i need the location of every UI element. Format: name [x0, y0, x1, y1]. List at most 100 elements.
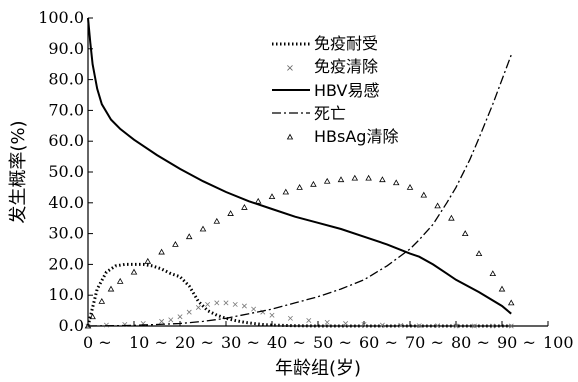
data-point — [205, 301, 211, 307]
data-point — [232, 301, 238, 307]
data-point — [296, 183, 303, 190]
legend: 免疫耐受 × 免疫清除 HBV易感 死亡 HBsAg清除 — [272, 34, 398, 146]
data-point — [471, 323, 477, 329]
x-tick-label: 40 ~ — [267, 333, 306, 352]
data-point — [172, 240, 179, 247]
data-point — [214, 300, 220, 306]
data-point — [223, 300, 229, 306]
series-line — [87, 17, 512, 315]
y-tick-label: 30.0 — [48, 224, 84, 243]
legend-label-hbsag-clearance: HBsAg清除 — [314, 127, 398, 146]
x-tick-label: 80 ~ — [451, 333, 490, 352]
x-tick-label: 100 ~ — [543, 333, 578, 352]
data-point — [268, 193, 276, 200]
data-point — [392, 179, 400, 186]
data-point — [103, 322, 109, 328]
data-point — [241, 303, 247, 309]
x-tick-label: 60 ~ — [359, 333, 398, 352]
data-point — [379, 322, 385, 328]
data-point — [337, 176, 345, 183]
legend-label-immune-tolerance: 免疫耐受 — [314, 34, 378, 53]
data-point — [227, 210, 234, 216]
legend-swatch-hbsag-clearance — [286, 133, 294, 140]
x-ticks: 0 ~ 10 ~ 20 ~ 30 ~ 40 ~ 50 ~ 60 ~ 70 ~ 80 ~ 90 ~ 1… — [83, 321, 578, 352]
data-point — [251, 306, 257, 312]
x-tick-label: 10 ~ — [129, 333, 168, 352]
data-point — [498, 285, 506, 292]
y-axis-title: 发生概率(%) — [8, 120, 29, 223]
y-tick-label: 60.0 — [48, 131, 84, 150]
data-point — [213, 217, 221, 224]
series-immune-tolerance — [86, 262, 512, 328]
y-tick-label: 10.0 — [48, 285, 84, 304]
data-point — [490, 323, 496, 329]
y-tick-label: 80.0 — [48, 70, 84, 89]
data-point — [168, 317, 174, 323]
data-point — [343, 321, 349, 327]
x-axis-title: 年龄组(岁) — [275, 358, 361, 379]
svg-text:×: × — [286, 63, 294, 74]
data-point — [324, 319, 330, 325]
x-tick-label: 70 ~ — [405, 333, 444, 352]
legend-label-hbv-susceptible: HBV易感 — [314, 81, 379, 100]
data-point — [130, 268, 138, 275]
x-tick-label: 30 ~ — [221, 333, 260, 352]
data-point — [507, 299, 515, 306]
x-tick-label: 50 ~ — [313, 333, 352, 352]
data-point — [177, 314, 183, 320]
data-point — [461, 230, 469, 236]
data-point — [406, 183, 414, 190]
data-point — [420, 191, 428, 198]
series-hbv-susceptible — [87, 17, 512, 315]
x-tick-label: 90 ~ — [497, 333, 536, 352]
series-immune-clearance — [85, 300, 514, 329]
series-layer — [84, 17, 515, 329]
data-point — [116, 277, 124, 284]
series-death — [87, 54, 512, 327]
data-point — [199, 225, 207, 232]
data-point — [98, 297, 106, 304]
data-point — [489, 270, 497, 277]
x-tick-label: 20 ~ — [175, 333, 214, 352]
y-tick-label: 20.0 — [48, 254, 84, 273]
y-tick-label: 90.0 — [48, 39, 84, 58]
data-point — [508, 323, 514, 329]
data-point — [107, 285, 115, 292]
data-point — [398, 322, 404, 328]
data-point — [186, 309, 192, 315]
data-point — [365, 174, 372, 181]
data-point — [269, 312, 275, 318]
y-tick-label: 100.0 — [38, 8, 84, 27]
data-point — [310, 180, 317, 187]
data-point — [475, 250, 483, 257]
data-point — [185, 233, 193, 240]
data-point — [434, 202, 441, 209]
data-point — [306, 317, 312, 323]
data-point — [241, 204, 248, 210]
series-line — [86, 262, 512, 328]
data-point — [379, 176, 386, 183]
data-point — [89, 313, 96, 320]
data-point — [361, 321, 367, 327]
data-point — [254, 197, 262, 204]
data-point — [287, 315, 293, 321]
data-point — [416, 323, 422, 329]
y-tick-label: 70.0 — [48, 100, 84, 119]
data-point — [159, 318, 165, 324]
y-tick-label: 50.0 — [48, 162, 84, 181]
y-tick-label: 0.0 — [59, 316, 84, 335]
data-point — [195, 305, 201, 311]
series-hbsag-clearance — [84, 174, 515, 329]
y-tick-label: 40.0 — [48, 193, 84, 212]
legend-label-death: 死亡 — [314, 104, 346, 123]
data-point — [453, 323, 459, 329]
legend-swatch-immune-clearance: × — [286, 63, 294, 74]
series-line — [87, 54, 512, 327]
y-ticks: 0.0 10.0 20.0 30.0 40.0 50.0 60.0 70.0 80.0 90.0 1… — [38, 8, 93, 335]
x-tick-label: 0 ~ — [83, 333, 112, 352]
data-point — [144, 257, 152, 264]
data-point — [282, 188, 290, 195]
data-point — [435, 323, 441, 329]
data-point — [158, 248, 165, 255]
